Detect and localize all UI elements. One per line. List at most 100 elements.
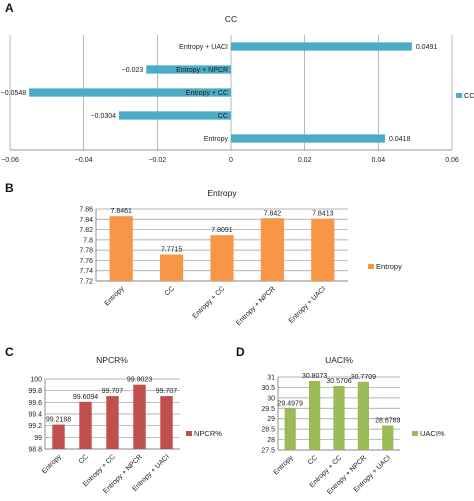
data-label: 7.842 [264,210,282,217]
y-tick-label: 7.86 [79,207,93,214]
data-label: 7.8461 [110,208,132,215]
chart-title: Entropy [207,188,237,198]
bar [79,401,92,449]
bar [109,216,133,281]
data-label: 7.8413 [312,211,334,218]
category-label: Entropy + CC [186,90,228,97]
y-tick-label: 30.5 [261,385,275,392]
y-tick-label: 7.72 [79,279,93,286]
bar [260,218,284,281]
bar [333,385,345,450]
data-label: 99.707 [156,388,178,395]
x-tick-label: −0.04 [75,157,93,164]
category-label: CC [307,454,319,466]
y-tick-label: 28.5 [261,427,275,434]
bar [210,235,234,281]
chart-title: CC [225,14,237,24]
bar [160,254,184,281]
y-tick-label: 99.4 [28,412,42,419]
category-label: Entropy + CC [192,285,227,320]
chart-uaci: UACI% 27.5 28 28.5 29 29.5 30 30.5 31 29.4979 Entr… [261,355,445,496]
y-tick-label: 28 [267,437,275,444]
data-label: 30.8073 [302,373,327,380]
data-label: −0.0548 [1,90,27,97]
data-label: 30.7709 [351,374,376,381]
bar [382,425,394,450]
y-tick-label: 7.76 [79,258,93,265]
data-label: 7.8091 [211,227,233,234]
legend-swatch [412,431,418,436]
y-tick-label: 7.84 [79,217,93,224]
y-tick-label: 30 [267,395,275,402]
legend-label: NPCR% [194,429,222,438]
y-tick-label: 99.2 [28,423,42,430]
data-label: 99.6094 [73,394,98,401]
legend-swatch [186,431,192,436]
y-tick-label: 7.74 [79,268,93,275]
x-tick-label: 0.06 [445,157,459,164]
category-label: Entropy [41,453,63,475]
legend-label: CC [464,91,474,100]
panel-label-d: D [236,345,245,359]
category-label: Entropy + UACI [179,44,228,51]
category-label: Entropy [273,454,295,476]
data-label: 29.4979 [278,400,303,407]
y-tick-label: 7.82 [79,227,93,234]
panel-label-b: B [5,181,14,195]
data-label: 28.6769 [375,417,400,424]
bar [284,408,296,450]
bar [119,111,231,120]
y-tick-label: 99.6 [28,400,42,407]
category-label: Entropy + NPCR [176,67,228,74]
y-tick-label: 99.8 [28,388,42,395]
bar [52,424,65,449]
chart-cc: CC −0.06 −0.04 −0.02 0 0.02 0.04 0.06 Entropy 0.0… [1,14,474,164]
x-tick-label: 0 [229,157,233,164]
category-label: Entropy + NPCR [235,285,277,327]
y-tick-label: 100 [30,377,42,384]
chart-entropy: Entropy 7.72 7.74 7.76 7.78 7.8 7.82 7.84 7.86 7.… [79,188,402,327]
y-tick-label: 31 [267,375,275,382]
bar [357,381,370,450]
data-label: 99.9023 [127,377,152,384]
data-label: −0.023 [122,67,144,74]
category-label: Entropy [204,136,229,143]
chart-title: NPCR% [96,355,128,365]
panel-label-c: C [5,345,14,359]
data-label: 0.0491 [416,44,438,51]
bar [133,384,146,449]
bar [106,396,119,449]
panel-label-a: A [5,1,14,15]
chart-title: UACI% [325,355,353,365]
bar [231,42,412,51]
y-tick-label: 29 [267,416,275,423]
bar [146,65,231,74]
y-tick-label: 98.8 [28,447,42,454]
x-tick-label: −0.06 [1,157,19,164]
y-tick-label: 7.8 [83,237,93,244]
category-label: CC [218,113,228,120]
y-tick-label: 27.5 [261,448,275,455]
y-tick-label: 99 [34,435,42,442]
bar [231,134,385,143]
y-tick-label: 29.5 [261,406,275,413]
category-label: Entropy [104,285,126,307]
data-label: 99.707 [102,388,124,395]
data-label: 7.7715 [161,247,183,254]
legend-swatch [368,264,374,269]
chart-npcr: NPCR% 98.8 99 99.2 99.4 99.6 99.8 100 99.2188 Ent… [28,355,222,495]
data-label: −0.0304 [91,113,117,120]
x-tick-label: 0.04 [372,157,386,164]
x-tick-label: 0.02 [298,157,312,164]
category-label: CC [78,453,90,465]
category-label: Entropy + UACI [288,285,328,325]
y-tick-label: 7.78 [79,248,93,255]
bar [311,218,335,281]
data-label: 30.5706 [326,378,351,385]
data-label: 99.2188 [46,417,71,424]
category-label: CC [164,285,176,297]
legend-label: Entropy [376,262,402,271]
bar [160,396,173,449]
bar [308,381,321,450]
